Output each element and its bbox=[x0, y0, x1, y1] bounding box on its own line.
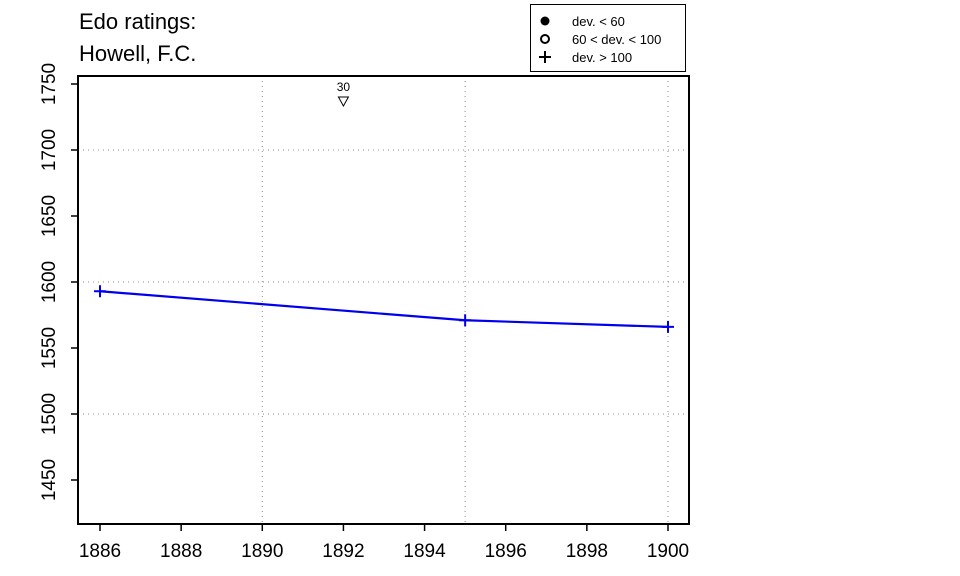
data-point-plus-marker bbox=[662, 320, 674, 333]
chart-title-line-2: Howell, F.C. bbox=[79, 41, 197, 66]
legend: dev. < 60 60 < dev. < 100 dev. > 100 bbox=[530, 4, 686, 72]
y-tick-label: 1650 bbox=[39, 195, 60, 237]
x-tick-label: 1892 bbox=[322, 541, 364, 562]
chart-title-line-1: Edo ratings: bbox=[79, 9, 197, 34]
data-point-plus-marker bbox=[459, 314, 472, 327]
legend-label: dev. > 100 bbox=[572, 50, 633, 65]
y-tick-label: 1750 bbox=[39, 63, 60, 105]
x-tick-label: 1894 bbox=[403, 541, 446, 562]
legend-label: dev. < 60 bbox=[572, 14, 625, 29]
series-line bbox=[99, 290, 669, 328]
x-tick-label: 1888 bbox=[160, 541, 202, 562]
x-tick-label: 1900 bbox=[647, 541, 689, 562]
y-tick-label: 1550 bbox=[39, 327, 60, 369]
legend-item-filled-circle: dev. < 60 bbox=[531, 13, 687, 31]
data-point-plus-marker bbox=[94, 285, 106, 298]
open-circle-icon bbox=[540, 34, 550, 44]
y-tick-label: 1600 bbox=[39, 261, 60, 303]
annotation-triangle-marker bbox=[337, 96, 350, 108]
x-tick-label: 1896 bbox=[485, 541, 527, 562]
y-tick-label: 1500 bbox=[39, 393, 60, 435]
plot-frame bbox=[77, 75, 690, 525]
x-tick-label: 1890 bbox=[241, 541, 283, 562]
legend-label: 60 < dev. < 100 bbox=[572, 32, 662, 47]
x-tick-label: 1898 bbox=[566, 541, 608, 562]
filled-circle-icon bbox=[540, 16, 550, 26]
annotation-label: 30 bbox=[337, 80, 351, 94]
y-tick-label: 1450 bbox=[39, 459, 60, 501]
x-tick-label: 1886 bbox=[79, 541, 121, 562]
y-tick-label: 1700 bbox=[39, 129, 60, 171]
plus-icon bbox=[539, 51, 551, 63]
legend-item-plus: dev. > 100 bbox=[531, 49, 687, 67]
legend-item-open-circle: 60 < dev. < 100 bbox=[531, 31, 687, 49]
